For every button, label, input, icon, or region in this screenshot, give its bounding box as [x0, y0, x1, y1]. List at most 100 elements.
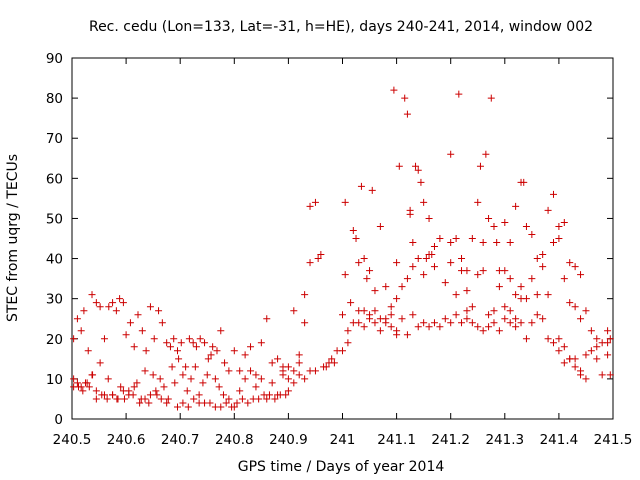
data-point	[173, 403, 181, 411]
data-point	[549, 339, 557, 347]
data-point	[506, 319, 514, 327]
data-point	[301, 319, 309, 327]
x-axis-label: GPS time / Days of year 2014	[238, 459, 445, 475]
data-point	[485, 311, 493, 319]
data-point	[196, 335, 204, 343]
data-point	[274, 391, 282, 399]
data-point	[141, 395, 149, 403]
data-point	[604, 327, 612, 335]
data-point	[452, 291, 460, 299]
data-point	[83, 379, 91, 387]
data-point	[347, 299, 355, 307]
data-point	[92, 395, 100, 403]
data-point	[420, 319, 428, 327]
data-point	[387, 303, 395, 311]
data-point	[219, 391, 227, 399]
data-point	[179, 399, 187, 407]
data-point	[382, 319, 390, 327]
data-point	[360, 307, 368, 315]
data-point	[566, 299, 574, 307]
data-point	[544, 206, 552, 214]
x-tick-label: 241.1	[377, 432, 416, 448]
data-point	[436, 235, 444, 242]
data-point	[279, 371, 287, 379]
data-point	[528, 319, 536, 327]
data-point	[195, 391, 203, 399]
data-point	[495, 283, 503, 291]
x-tick-label: 241.4	[540, 432, 579, 448]
data-point	[539, 263, 547, 271]
data-point	[376, 222, 384, 230]
data-point	[134, 311, 142, 319]
y-tick-label: 90	[46, 51, 63, 67]
y-tick-label: 10	[46, 372, 63, 388]
data-point	[182, 363, 190, 371]
data-point	[141, 367, 149, 375]
data-point	[506, 307, 514, 315]
data-point	[136, 399, 144, 407]
data-point	[150, 335, 158, 343]
data-point	[463, 267, 471, 275]
data-point	[114, 395, 122, 403]
data-point	[170, 335, 178, 343]
data-point	[412, 162, 420, 170]
data-point	[330, 359, 338, 367]
data-point	[409, 263, 417, 271]
data-point	[593, 355, 601, 363]
data-point	[479, 327, 487, 335]
data-point	[295, 359, 303, 367]
data-point	[395, 162, 403, 170]
data-point	[85, 383, 93, 391]
data-point	[452, 311, 460, 319]
data-point	[604, 339, 612, 347]
data-point	[183, 387, 191, 395]
data-point	[163, 399, 171, 407]
data-point	[149, 371, 157, 379]
data-point	[257, 339, 265, 347]
data-point	[512, 202, 520, 210]
data-point	[604, 351, 612, 359]
data-point	[125, 391, 133, 399]
data-point	[146, 303, 154, 311]
data-point	[560, 359, 568, 367]
x-tick-label: 240.8	[215, 432, 254, 448]
data-point	[436, 323, 444, 331]
data-point	[119, 299, 127, 307]
data-point	[512, 291, 520, 299]
y-tick-label: 60	[46, 171, 63, 187]
data-point	[175, 355, 183, 363]
data-point	[441, 279, 449, 287]
data-point	[173, 347, 181, 355]
data-point	[549, 239, 557, 247]
data-point	[204, 355, 212, 363]
y-tick-label: 30	[46, 292, 63, 308]
data-point	[393, 327, 401, 335]
data-point	[422, 255, 430, 263]
data-point	[344, 339, 352, 347]
data-point	[577, 271, 585, 279]
data-point	[363, 275, 371, 283]
data-point	[357, 182, 365, 190]
data-point	[142, 347, 150, 355]
data-point	[295, 351, 303, 359]
data-point	[468, 235, 476, 242]
data-point	[146, 391, 154, 399]
data-point	[295, 371, 303, 379]
data-point	[145, 399, 153, 407]
data-point	[70, 335, 78, 343]
data-point	[393, 259, 401, 267]
data-point	[119, 387, 127, 395]
data-point	[501, 218, 509, 226]
data-point	[130, 383, 138, 391]
data-point	[560, 343, 568, 351]
data-point	[122, 331, 130, 339]
data-point	[455, 90, 463, 98]
data-point	[571, 303, 579, 311]
data-point	[430, 263, 438, 271]
data-point	[414, 323, 422, 331]
data-point	[528, 275, 536, 283]
y-tick-label: 80	[46, 91, 63, 107]
data-point	[190, 395, 198, 403]
data-point	[517, 295, 525, 303]
